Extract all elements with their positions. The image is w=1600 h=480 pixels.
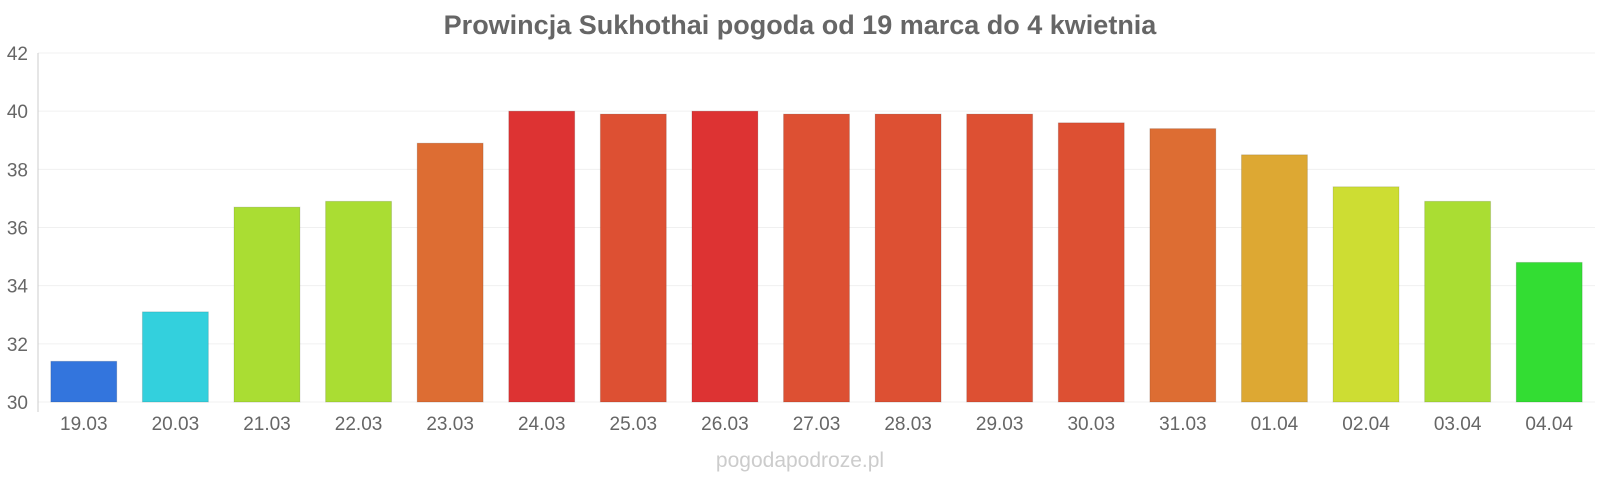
y-tick-label: 30	[7, 393, 28, 414]
bar-21.03	[233, 206, 301, 403]
x-tick-label: 29.03	[976, 414, 1024, 435]
bar-27.03	[783, 113, 850, 403]
bars	[50, 110, 1583, 403]
bar-24.03	[508, 110, 576, 403]
x-tick-label: 24.03	[518, 414, 566, 435]
bar-23.03	[416, 142, 484, 403]
x-tick-label: 31.03	[1159, 414, 1207, 435]
y-tick-labels: 30 32 34 36 38 40 42	[7, 44, 29, 414]
bar-26.03	[691, 110, 759, 403]
x-tick-label: 04.04	[1525, 414, 1573, 435]
x-tick-label: 03.04	[1434, 414, 1482, 435]
bar-28.03	[874, 113, 942, 403]
bar-25.03	[599, 113, 667, 403]
x-tick-label: 28.03	[884, 414, 932, 435]
x-tick-label: 27.03	[793, 414, 841, 435]
bar-31.03	[1149, 128, 1217, 403]
bar-03.04	[1424, 200, 1492, 403]
bar-01.04	[1240, 154, 1308, 403]
y-tick-label: 36	[7, 219, 28, 240]
y-tick-label: 32	[7, 335, 28, 356]
x-tick-label: 20.03	[152, 414, 200, 435]
y-tick-label: 34	[7, 277, 29, 298]
x-tick-label: 02.04	[1342, 414, 1390, 435]
chart-title: Prowincja Sukhothai pogoda od 19 marca d…	[443, 10, 1157, 40]
bar-22.03	[325, 200, 393, 403]
x-tick-label: 26.03	[701, 414, 749, 435]
x-tick-label: 25.03	[610, 414, 658, 435]
x-tick-label: 19.03	[60, 414, 108, 435]
bar-02.04	[1332, 186, 1400, 403]
bar-20.03	[141, 311, 209, 403]
x-tick-label: 22.03	[335, 414, 383, 435]
bar-29.03	[966, 113, 1034, 403]
x-tick-label: 23.03	[426, 414, 474, 435]
x-tick-label: 30.03	[1067, 414, 1115, 435]
watermark: pogodapodroze.pl	[715, 449, 885, 472]
bar-19.03	[50, 360, 118, 403]
bar-30.03	[1057, 122, 1125, 403]
x-tick-labels: 19.03 20.03 21.03 22.03 23.03 24.03 25.03 26.03…	[60, 414, 1573, 435]
bar-04.04	[1515, 261, 1583, 403]
y-tick-label: 42	[7, 44, 28, 65]
x-tick-label: 01.04	[1251, 414, 1299, 435]
y-tick-label: 40	[7, 102, 28, 123]
y-tick-label: 38	[7, 160, 28, 181]
x-tick-label: 21.03	[243, 414, 291, 435]
